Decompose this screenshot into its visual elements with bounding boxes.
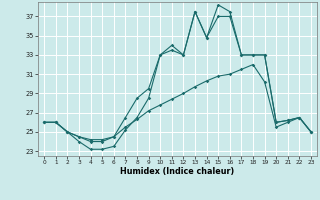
X-axis label: Humidex (Indice chaleur): Humidex (Indice chaleur) [120, 167, 235, 176]
